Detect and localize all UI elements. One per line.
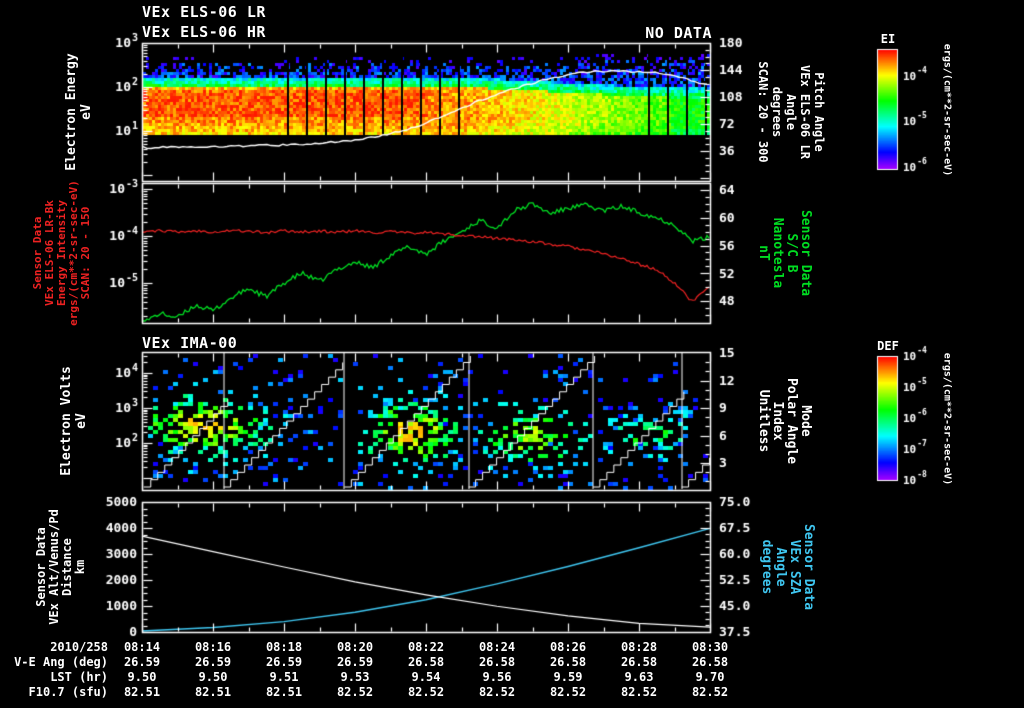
footer-lst: 9.54 [411, 670, 441, 684]
panel3-y-label-line: eV [74, 413, 89, 429]
footer-date-label: 2010/258 [50, 640, 108, 654]
footer-lst: 9.50 [198, 670, 228, 684]
footer-time: 08:24 [478, 640, 516, 654]
footer-row-label-ve: V-E Ang (deg) [14, 655, 108, 669]
panel1-right-axis-label: Pitch Angle VEx ELS-06 LR Angle degrees … [756, 61, 826, 162]
footer-lst: 9.56 [482, 670, 512, 684]
footer-f107: 82.52 [478, 685, 516, 699]
panel3-y-label-line: Electron Volts [59, 366, 74, 476]
panel1-right-label-line: SCAN: 20 - 300 [756, 61, 770, 163]
footer-time: 08:28 [620, 640, 658, 654]
footer-time: 08:16 [194, 640, 232, 654]
footer-lst: 9.51 [269, 670, 299, 684]
footer-row-label-f107: F10.7 (sfu) [28, 685, 108, 699]
footer-time: 08:14 [123, 640, 161, 654]
panel1-title-hr: VEx ELS-06 HR [142, 23, 266, 41]
footer-veang: 26.59 [336, 655, 374, 669]
panel1-right-label-line: Pitch Angle [812, 72, 826, 152]
panel3-title: VEx IMA-00 [142, 334, 238, 352]
panel3-right-label-line: Mode [798, 405, 813, 437]
footer-veang: 26.58 [478, 655, 516, 669]
footer-time: 08:22 [407, 640, 445, 654]
panel2-right-label-line: Sensor Data [798, 209, 813, 297]
panel4-right-label-line: Sensor Data [801, 523, 816, 611]
panel3-right-label-line: Polar Angle [784, 377, 799, 465]
footer-lst: 9.63 [624, 670, 654, 684]
panel4-y-label-line: km [73, 559, 87, 575]
panel1-right-label-line: VEx ELS-06 LR [798, 65, 812, 159]
colorbar2-label: DEF [877, 339, 899, 353]
panel2-y-label-line: SCAN: 20 - 150 [79, 206, 92, 300]
footer-veang: 26.58 [549, 655, 587, 669]
footer-veang: 26.59 [265, 655, 303, 669]
footer-lst: 9.50 [127, 670, 157, 684]
footer-f107: 82.52 [407, 685, 445, 699]
panel4-right-label-line: VEx SZA [787, 539, 802, 595]
footer-veang: 26.58 [407, 655, 445, 669]
panel1-title-lr: VEx ELS-06 LR [142, 3, 266, 21]
footer-f107: 82.52 [549, 685, 587, 699]
panel4-right-label-line: Angle [773, 547, 788, 587]
panel4-right-label-line: degrees [759, 539, 774, 595]
panel2-right-label-line: S/C B [784, 233, 799, 273]
footer-f107: 82.52 [691, 685, 729, 699]
footer-f107: 82.52 [336, 685, 374, 699]
footer-time: 08:30 [691, 640, 729, 654]
footer-time: 08:18 [265, 640, 303, 654]
footer-veang: 26.59 [123, 655, 161, 669]
footer-f107: 82.51 [123, 685, 161, 699]
footer-lst: 9.59 [553, 670, 583, 684]
panel1-right-label-line: Angle [784, 93, 798, 131]
panel1-y-axis-label: Electron Energy eV [64, 53, 94, 170]
colorbar2-units: ergs/(cm**2-sr-sec-eV) [941, 352, 953, 486]
colorbar1-units: ergs/(cm**2-sr-sec-eV) [941, 43, 953, 177]
panel4-right-axis-label: Sensor Data VEx SZA Angle degrees [759, 523, 816, 611]
footer-veang: 26.58 [620, 655, 658, 669]
no-data-label: NO DATA [645, 24, 712, 42]
footer-row-label-lst: LST (hr) [50, 670, 108, 684]
footer-lst: 9.53 [340, 670, 370, 684]
panel3-right-label-line: Index [770, 401, 785, 441]
panel2-right-label-line: nT [756, 245, 771, 261]
panel1-y-label-line: Electron Energy [64, 53, 79, 171]
footer-f107: 82.52 [620, 685, 658, 699]
panel2-y-axis-label: Sensor Data VEx ELS-06 LR-Bk Energy Inte… [31, 180, 92, 326]
panel3-y-axis-label: Electron Volts eV [59, 366, 89, 476]
panel4-y-axis-label: Sensor Data VEx Alt/Venus/Pd Distance km [34, 509, 87, 625]
footer-f107: 82.51 [265, 685, 303, 699]
footer-lst: 9.70 [695, 670, 725, 684]
panel1-right-label-line: degrees [770, 86, 784, 138]
panel2-right-axis-label: Sensor Data S/C B Nanotesla nT [756, 209, 813, 297]
panel3-right-axis-label: Mode Polar Angle Index Unitless [756, 377, 813, 465]
footer-time: 08:20 [336, 640, 374, 654]
footer-veang: 26.58 [691, 655, 729, 669]
panel3-right-label-line: Unitless [756, 389, 771, 453]
colorbar1-label: EI [880, 32, 896, 46]
footer-f107: 82.51 [194, 685, 232, 699]
panel1-y-label-line: eV [79, 104, 94, 120]
panel2-right-label-line: Nanotesla [770, 217, 785, 289]
footer-time: 08:26 [549, 640, 587, 654]
footer-veang: 26.59 [194, 655, 232, 669]
